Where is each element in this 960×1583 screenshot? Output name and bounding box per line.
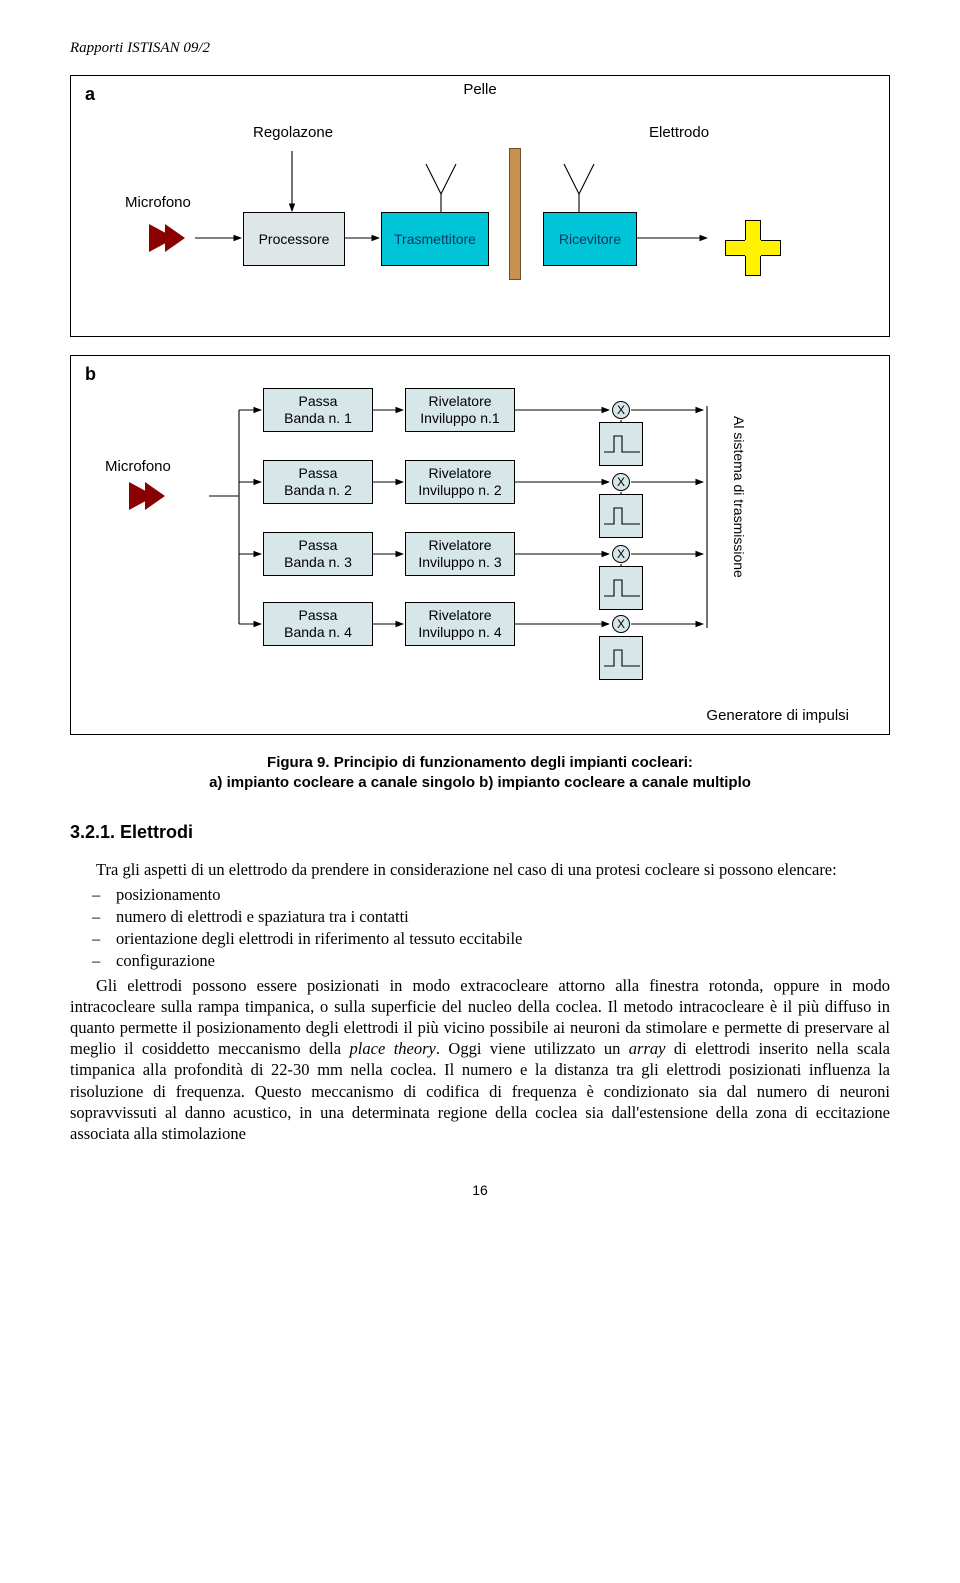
list-item: posizionamento — [116, 884, 890, 905]
figure-caption: Figura 9. Principio di funzionamento deg… — [70, 753, 890, 794]
elettrodo-label: Elettrodo — [649, 124, 709, 141]
main-paragraph: Gli elettrodi possono essere posizionati… — [70, 976, 890, 1143]
microphone-icon — [149, 224, 185, 252]
skin-barrier-icon — [509, 148, 521, 280]
tx-antenna-icon — [421, 162, 461, 216]
microfono-b-label: Microfono — [105, 458, 171, 475]
multiplier-4-icon: X — [612, 615, 630, 633]
microfono-a-label: Microfono — [125, 194, 191, 211]
passa-box-4: Passa Banda n. 4 — [263, 602, 373, 646]
section-heading: 3.2.1. Elettrodi — [70, 822, 890, 843]
pulse-box-2 — [599, 494, 643, 538]
list-item: orientazione degli elettrodi in riferime… — [116, 928, 890, 949]
electrode-cross-icon — [725, 220, 781, 276]
list-item: numero di elettrodi e spaziatura tra i c… — [116, 906, 890, 927]
bullet-list: posizionamento numero di elettrodi e spa… — [70, 884, 890, 971]
rivelatore-box-4: Rivelatore Inviluppo n. 4 — [405, 602, 515, 646]
pulse-box-4 — [599, 636, 643, 680]
transmission-system-label: Al sistema di trasmissione — [731, 416, 747, 578]
figure-panel-a: a Pelle Regolazone Elettrodo Microfono P… — [70, 75, 890, 337]
rx-antenna-icon — [559, 162, 599, 216]
generatore-label: Generatore di impulsi — [706, 707, 849, 724]
multiplier-2-icon: X — [612, 473, 630, 491]
figure-panel-b: b Mi — [70, 355, 890, 735]
multiplier-1-icon: X — [612, 401, 630, 419]
pulse-box-3 — [599, 566, 643, 610]
trasmettitore-box: Trasmettitore — [381, 212, 489, 266]
passa-box-2: Passa Banda n. 2 — [263, 460, 373, 504]
list-item: configurazione — [116, 950, 890, 971]
caption-line2: a) impianto cocleare a canale singolo b)… — [209, 774, 751, 791]
regolazone-label: Regolazone — [253, 124, 333, 141]
multiplier-3-icon: X — [612, 545, 630, 563]
microphone-b-icon — [129, 482, 165, 510]
page-header: Rapporti ISTISAN 09/2 — [70, 40, 890, 57]
passa-box-1: Passa Banda n. 1 — [263, 388, 373, 432]
processore-box: Processore — [243, 212, 345, 266]
intro-text: Tra gli aspetti di un elettrodo da prend… — [96, 860, 837, 879]
rivelatore-box-1: Rivelatore Inviluppo n.1 — [405, 388, 515, 432]
caption-bold: Figura 9. Principio di funzionamento deg… — [267, 754, 693, 771]
rivelatore-box-3: Rivelatore Inviluppo n. 3 — [405, 532, 515, 576]
page-number: 16 — [70, 1182, 890, 1198]
rivelatore-box-2: Rivelatore Inviluppo n. 2 — [405, 460, 515, 504]
section-body: Tra gli aspetti di un elettrodo da prend… — [70, 859, 890, 1144]
pulse-box-1 — [599, 422, 643, 466]
passa-box-3: Passa Banda n. 3 — [263, 532, 373, 576]
ricevitore-box: Ricevitore — [543, 212, 637, 266]
